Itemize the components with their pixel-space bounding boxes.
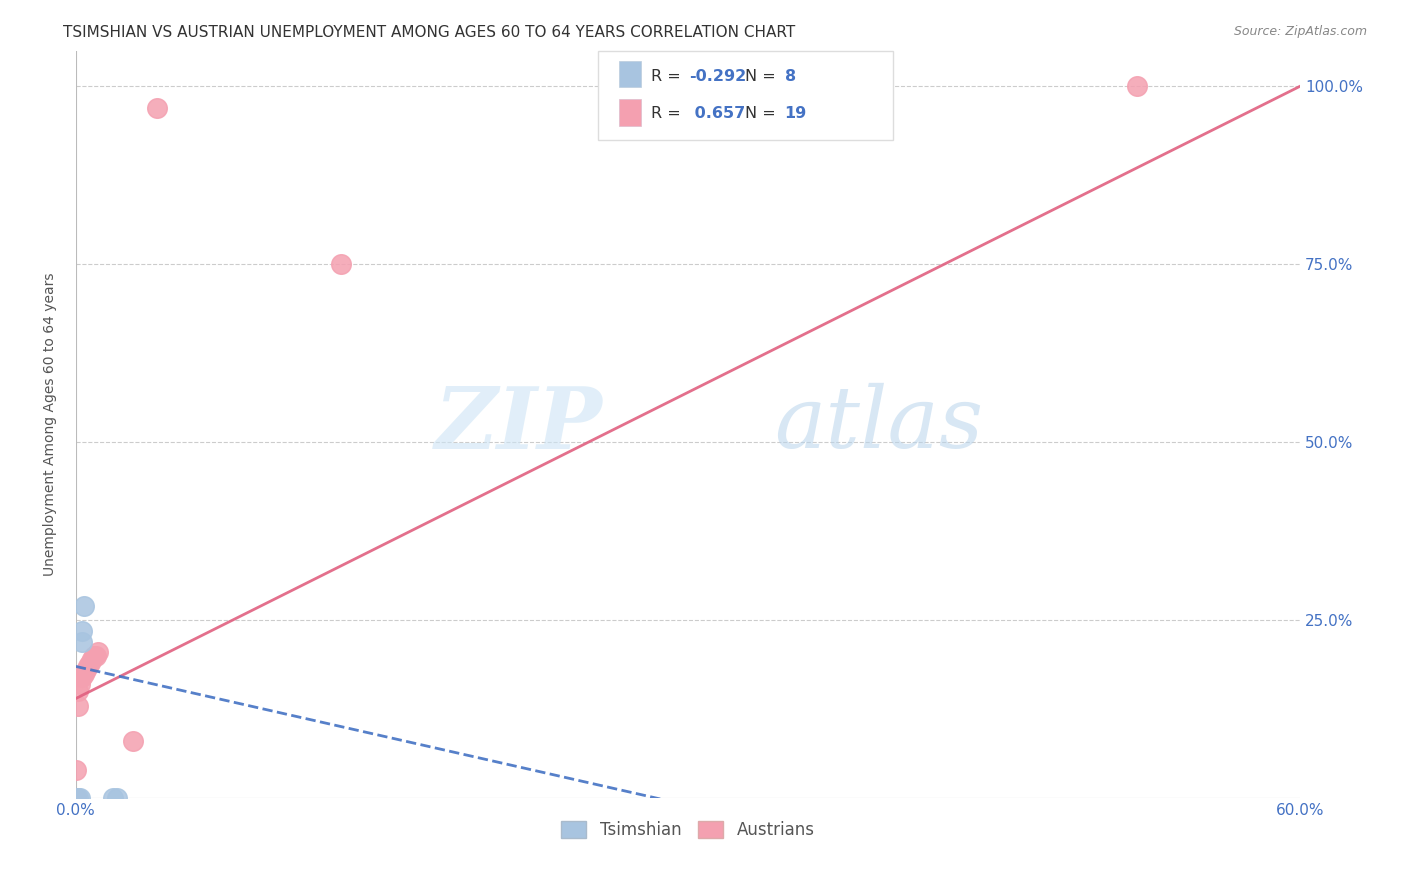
Point	[69, 791, 91, 805]
Point	[69, 677, 91, 691]
Point	[82, 652, 104, 666]
Text: R =: R =	[651, 70, 686, 85]
Point	[73, 599, 96, 613]
Point	[75, 663, 97, 677]
Text: 0.657: 0.657	[689, 106, 745, 121]
Point	[73, 666, 96, 681]
Point	[1126, 79, 1149, 94]
Point	[70, 624, 93, 638]
Text: TSIMSHIAN VS AUSTRIAN UNEMPLOYMENT AMONG AGES 60 TO 64 YEARS CORRELATION CHART: TSIMSHIAN VS AUSTRIAN UNEMPLOYMENT AMONG…	[63, 25, 796, 40]
Point	[87, 645, 110, 659]
Text: N =: N =	[745, 70, 782, 85]
Point	[70, 634, 93, 648]
Point	[65, 791, 87, 805]
Point	[66, 698, 89, 713]
Point	[122, 734, 145, 748]
Point	[66, 684, 89, 698]
Text: 19: 19	[785, 106, 807, 121]
Point	[70, 670, 93, 684]
Text: -0.292: -0.292	[689, 70, 747, 85]
Point	[84, 648, 107, 663]
Legend: Tsimshian, Austrians: Tsimshian, Austrians	[555, 814, 821, 846]
Point	[79, 656, 101, 670]
Point	[330, 257, 353, 271]
Text: R =: R =	[651, 106, 686, 121]
Text: ZIP: ZIP	[434, 383, 602, 467]
Point	[101, 791, 124, 805]
Text: N =: N =	[745, 106, 782, 121]
Y-axis label: Unemployment Among Ages 60 to 64 years: Unemployment Among Ages 60 to 64 years	[44, 273, 58, 576]
Point	[77, 659, 100, 673]
Point	[66, 791, 89, 805]
Text: 8: 8	[785, 70, 796, 85]
Text: Source: ZipAtlas.com: Source: ZipAtlas.com	[1233, 25, 1367, 38]
Point	[105, 791, 128, 805]
Point	[65, 791, 87, 805]
Point	[65, 763, 87, 777]
Point	[146, 101, 169, 115]
Text: atlas: atlas	[773, 383, 983, 466]
Point	[83, 648, 105, 663]
Point	[65, 791, 87, 805]
